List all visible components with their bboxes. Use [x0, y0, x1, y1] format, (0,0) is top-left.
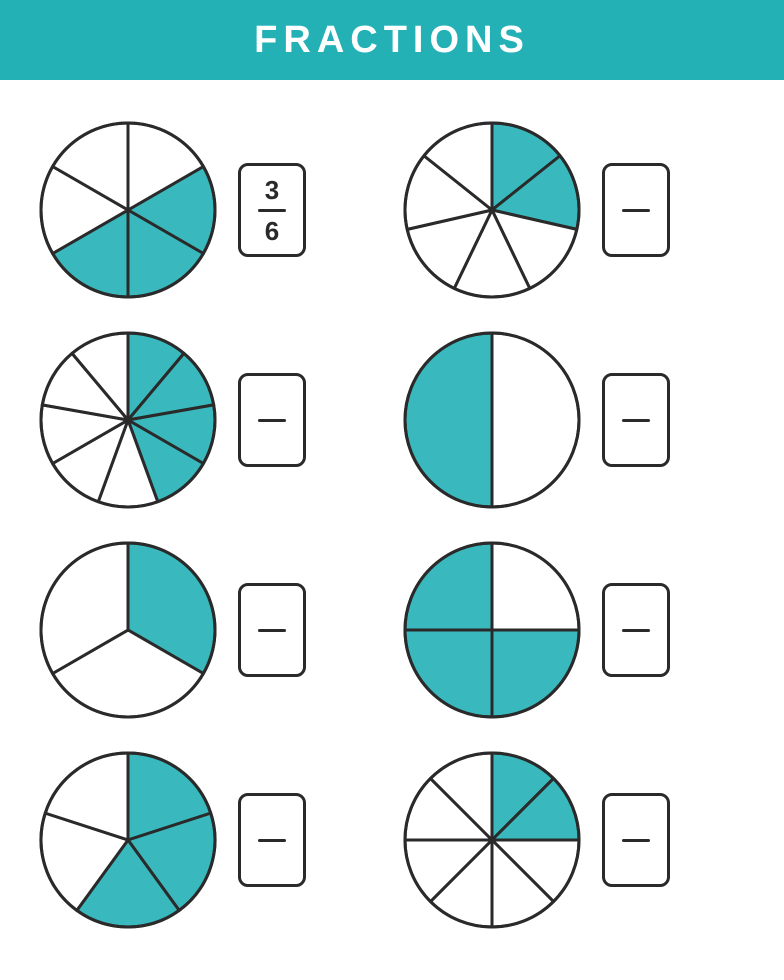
numerator: 3: [265, 177, 279, 203]
pie-container: [38, 540, 218, 720]
problem-cell: [38, 330, 382, 510]
pie-slice-filled: [405, 333, 492, 507]
answer-card[interactable]: [238, 793, 306, 887]
problem-cell: 36: [38, 120, 382, 300]
fraction-bar: [622, 419, 650, 422]
page-title: FRACTIONS: [254, 19, 530, 62]
fraction-pie: [38, 540, 218, 720]
fraction-pie: [38, 120, 218, 300]
pie-container: [402, 120, 582, 300]
fraction-pie: [402, 120, 582, 300]
pie-container: [38, 120, 218, 300]
problem-cell: [38, 540, 382, 720]
fraction-pie: [402, 750, 582, 930]
header-bar: FRACTIONS: [0, 0, 784, 80]
pie-container: [38, 330, 218, 510]
fraction-bar: [258, 209, 286, 212]
worksheet-canvas: FRACTIONS 36: [0, 0, 784, 980]
fraction-bar: [258, 629, 286, 632]
problem-cell: [402, 750, 746, 930]
problem-cell: [402, 540, 746, 720]
denominator: 6: [265, 218, 279, 244]
answer-card[interactable]: [602, 793, 670, 887]
pie-container: [402, 540, 582, 720]
pie-slice-empty: [492, 333, 579, 507]
answer-card[interactable]: [238, 373, 306, 467]
problems-grid: 36: [0, 80, 784, 930]
pie-container: [402, 750, 582, 930]
answer-card[interactable]: [602, 583, 670, 677]
answer-card[interactable]: [602, 163, 670, 257]
fraction-pie: [402, 330, 582, 510]
pie-container: [402, 330, 582, 510]
fraction-pie: [402, 540, 582, 720]
fraction-bar: [622, 209, 650, 212]
fraction-pie: [38, 750, 218, 930]
fraction-bar: [258, 419, 286, 422]
fraction-bar: [622, 839, 650, 842]
answer-card[interactable]: [238, 583, 306, 677]
problem-cell: [402, 330, 746, 510]
pie-container: [38, 750, 218, 930]
fraction-pie: [38, 330, 218, 510]
problem-cell: [38, 750, 382, 930]
problem-cell: [402, 120, 746, 300]
fraction-bar: [622, 629, 650, 632]
fraction-bar: [258, 839, 286, 842]
answer-card[interactable]: [602, 373, 670, 467]
answer-card[interactable]: 36: [238, 163, 306, 257]
